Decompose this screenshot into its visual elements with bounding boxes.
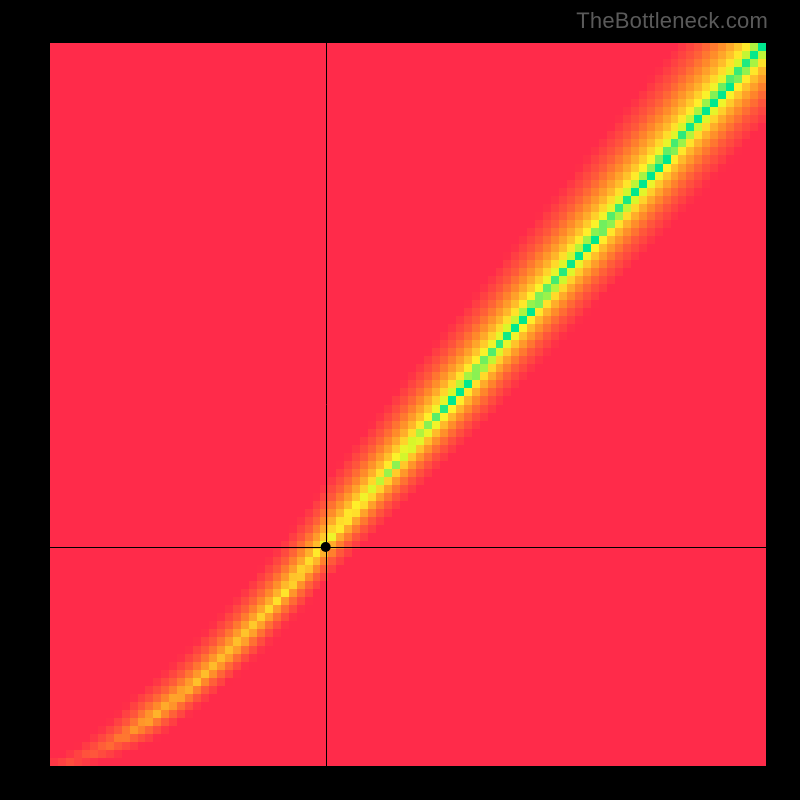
heatmap-canvas xyxy=(50,43,766,766)
chart-root: TheBottleneck.com xyxy=(0,0,800,800)
watermark-label: TheBottleneck.com xyxy=(576,8,768,34)
